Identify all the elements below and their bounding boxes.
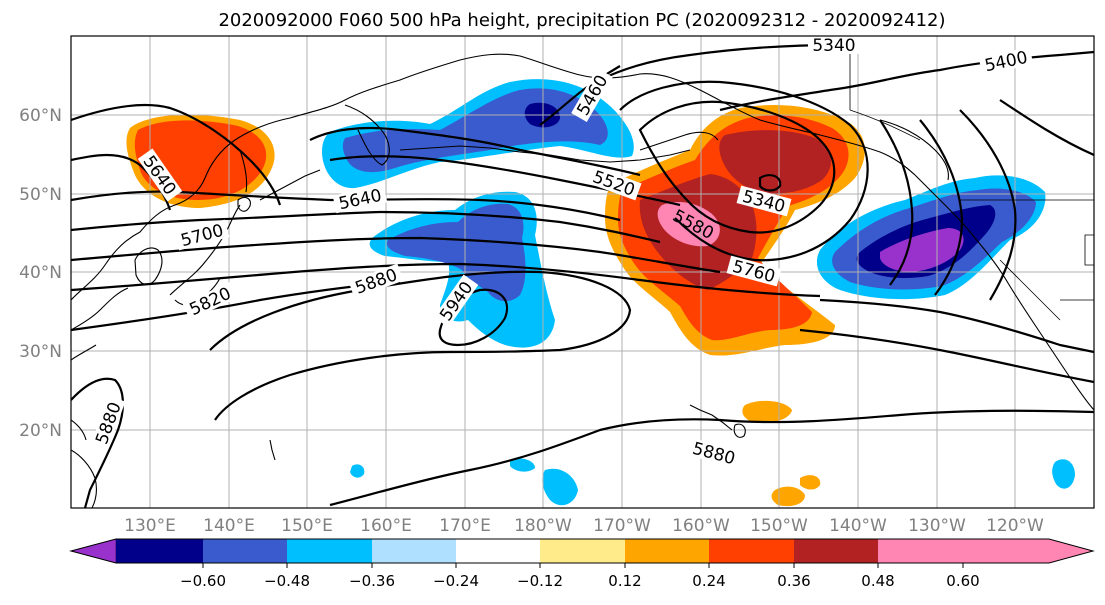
colorbar-segment bbox=[70, 538, 117, 564]
longitude-labels: 130°E 140°E 150°E 160°E 170°E 180°W 170°… bbox=[124, 516, 1044, 536]
colorbar-tick-label: 0.36 bbox=[777, 572, 810, 590]
lon-label: 160°W bbox=[672, 516, 730, 536]
lat-label: 60°N bbox=[19, 106, 62, 126]
height-contours bbox=[71, 43, 1094, 508]
lon-label: 130°W bbox=[908, 516, 966, 536]
colorbar-segment bbox=[456, 539, 540, 563]
colorbar-segment bbox=[709, 539, 794, 563]
political-borders bbox=[849, 40, 1094, 321]
map-title: 2020092000 F060 500 hPa height, precipit… bbox=[218, 10, 945, 31]
lat-label: 20°N bbox=[19, 421, 62, 441]
colorbar-tick-label: 0.24 bbox=[692, 572, 725, 590]
colorbar-tick-label: −0.60 bbox=[180, 572, 226, 590]
lon-label: 170°E bbox=[439, 516, 491, 536]
colorbar-tick-label: −0.24 bbox=[433, 572, 479, 590]
lat-label: 30°N bbox=[19, 342, 62, 362]
precip-shading bbox=[126, 79, 1075, 507]
map-frame bbox=[70, 35, 1095, 509]
colorbar-segment bbox=[963, 539, 1093, 563]
lon-label: 130°E bbox=[124, 516, 176, 536]
colorbar-tick-label: −0.48 bbox=[264, 572, 310, 590]
lon-label: 140°E bbox=[203, 516, 255, 536]
lat-label: 40°N bbox=[19, 263, 62, 283]
colorbar-segment bbox=[540, 539, 625, 563]
colorbar-segment bbox=[372, 539, 456, 563]
contour-label: 5340 bbox=[812, 36, 855, 56]
colorbar-tick-label: −0.36 bbox=[349, 572, 395, 590]
colorbar-segment bbox=[794, 539, 878, 563]
lon-label: 150°E bbox=[281, 516, 333, 536]
colorbar: −0.60 −0.48 −0.36 −0.24 −0.12 0.12 0.24 … bbox=[69, 538, 1095, 590]
lat-label: 50°N bbox=[19, 185, 62, 205]
lon-label: 170°W bbox=[593, 516, 651, 536]
colorbar-tick-label: 0.12 bbox=[608, 572, 641, 590]
lon-label: 120°W bbox=[986, 516, 1044, 536]
colorbar-tick-label: 0.60 bbox=[946, 572, 979, 590]
lon-label: 140°W bbox=[829, 516, 887, 536]
lon-label: 150°W bbox=[750, 516, 808, 536]
colorbar-segment bbox=[878, 539, 963, 563]
colorbar-segment bbox=[287, 539, 372, 563]
colorbar-tick-label: 0.48 bbox=[861, 572, 894, 590]
colorbar-tick-label: −0.12 bbox=[517, 572, 563, 590]
lon-label: 160°E bbox=[360, 516, 412, 536]
colorbar-segment bbox=[203, 539, 287, 563]
colorbar-segment bbox=[625, 539, 709, 563]
map-area: 5340 5400 5460 5520 5580 5340 5640 5640 … bbox=[70, 35, 1095, 509]
latitude-labels: 60°N 50°N 40°N 30°N 20°N bbox=[19, 106, 62, 441]
colorbar-segment bbox=[116, 539, 203, 563]
colorbar-outline bbox=[69, 538, 1095, 564]
lon-label: 180°W bbox=[514, 516, 572, 536]
